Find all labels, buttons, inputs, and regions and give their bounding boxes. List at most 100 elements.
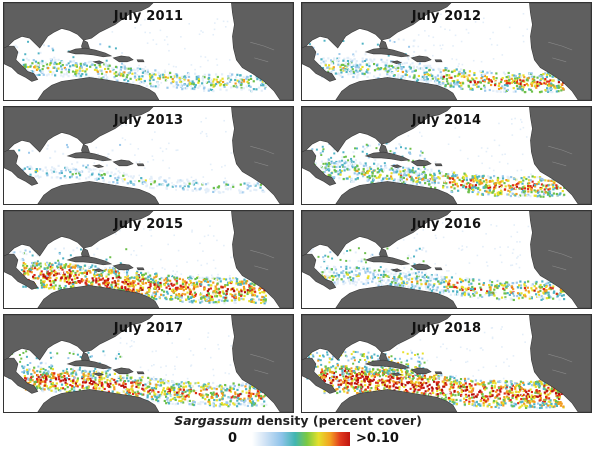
density-cell — [197, 78, 201, 81]
density-cell — [72, 167, 75, 170]
density-cell — [359, 268, 362, 272]
density-cell — [176, 278, 179, 281]
density-cell — [463, 172, 466, 175]
density-cell — [207, 76, 211, 79]
density-cell — [240, 82, 243, 85]
density-cell — [61, 266, 64, 269]
density-cell — [365, 152, 368, 155]
sargassum-density-layer — [306, 220, 566, 302]
density-cell — [424, 64, 427, 67]
density-cell — [189, 279, 192, 283]
density-cell — [194, 286, 197, 289]
density-cell — [149, 277, 153, 280]
density-cell — [393, 277, 396, 280]
density-cell — [352, 75, 355, 79]
density-cell — [511, 188, 514, 191]
density-cell — [323, 61, 326, 65]
density-cell — [342, 283, 345, 286]
density-cell — [493, 294, 496, 297]
density-cell — [124, 276, 127, 279]
density-cell — [256, 182, 259, 185]
density-cell — [467, 85, 470, 88]
density-cell — [481, 182, 484, 185]
density-cell — [477, 85, 480, 88]
density-cell — [471, 175, 474, 178]
density-cell — [401, 75, 404, 78]
density-cell — [38, 66, 41, 69]
density-cell — [32, 277, 35, 280]
density-cell — [364, 283, 368, 286]
density-cell — [170, 82, 173, 85]
density-cell — [412, 287, 416, 290]
density-cell — [113, 270, 116, 274]
density-cell — [48, 63, 52, 66]
density-cell — [152, 159, 155, 161]
density-cell — [418, 247, 421, 250]
density-cell — [45, 283, 48, 286]
density-cell — [496, 286, 499, 290]
density-cell — [442, 77, 445, 80]
density-cell — [448, 270, 450, 272]
density-cell — [323, 271, 326, 274]
density-cell — [126, 277, 129, 280]
density-cell — [26, 269, 29, 273]
country-border-lines — [250, 41, 275, 63]
sargassum-density-layer — [306, 117, 566, 198]
density-cell — [169, 75, 173, 79]
density-cell — [521, 189, 525, 193]
density-cell — [343, 68, 346, 71]
density-cell — [126, 274, 129, 276]
density-cell — [480, 288, 483, 291]
density-cell — [485, 186, 488, 189]
density-cell — [76, 74, 79, 77]
density-cell — [421, 151, 424, 154]
density-cell — [54, 150, 57, 153]
density-cell — [97, 280, 100, 283]
density-cell — [40, 286, 44, 289]
density-cell — [209, 287, 212, 290]
density-cell — [364, 60, 367, 62]
density-cell — [40, 70, 43, 73]
density-cell — [399, 175, 402, 178]
density-cell — [223, 119, 225, 122]
density-cell — [88, 370, 91, 373]
density-cell — [105, 375, 108, 378]
density-cell — [537, 182, 540, 185]
density-cell — [99, 65, 102, 68]
land-central-america — [302, 149, 337, 186]
density-cell — [536, 191, 540, 194]
density-cell — [444, 174, 447, 177]
density-cell — [492, 75, 495, 79]
density-cell — [203, 288, 206, 291]
density-cell — [115, 168, 118, 170]
density-cell — [187, 79, 190, 82]
density-cell — [426, 279, 429, 283]
density-cell — [31, 62, 34, 65]
density-cell — [53, 280, 56, 283]
density-cell — [119, 68, 122, 71]
density-cell — [447, 283, 450, 286]
density-cell — [308, 43, 311, 46]
density-cell — [207, 288, 210, 291]
density-cell — [203, 286, 206, 289]
density-cell — [207, 89, 210, 92]
density-cell — [452, 290, 455, 293]
density-cell — [425, 275, 429, 278]
density-cell — [518, 74, 522, 77]
density-cell — [368, 72, 372, 75]
density-cell — [85, 73, 88, 76]
density-cell — [352, 277, 355, 280]
density-cell — [402, 169, 405, 173]
density-cell — [406, 171, 409, 174]
density-cell — [334, 162, 337, 165]
density-cell — [404, 180, 407, 183]
density-cell — [224, 296, 227, 299]
density-cell — [463, 291, 466, 294]
density-cell — [180, 285, 183, 288]
density-cell — [500, 184, 503, 187]
density-cell — [56, 265, 59, 268]
density-cell — [202, 76, 204, 78]
density-cell — [552, 185, 555, 189]
density-cell — [22, 252, 25, 255]
density-cell — [506, 292, 509, 295]
